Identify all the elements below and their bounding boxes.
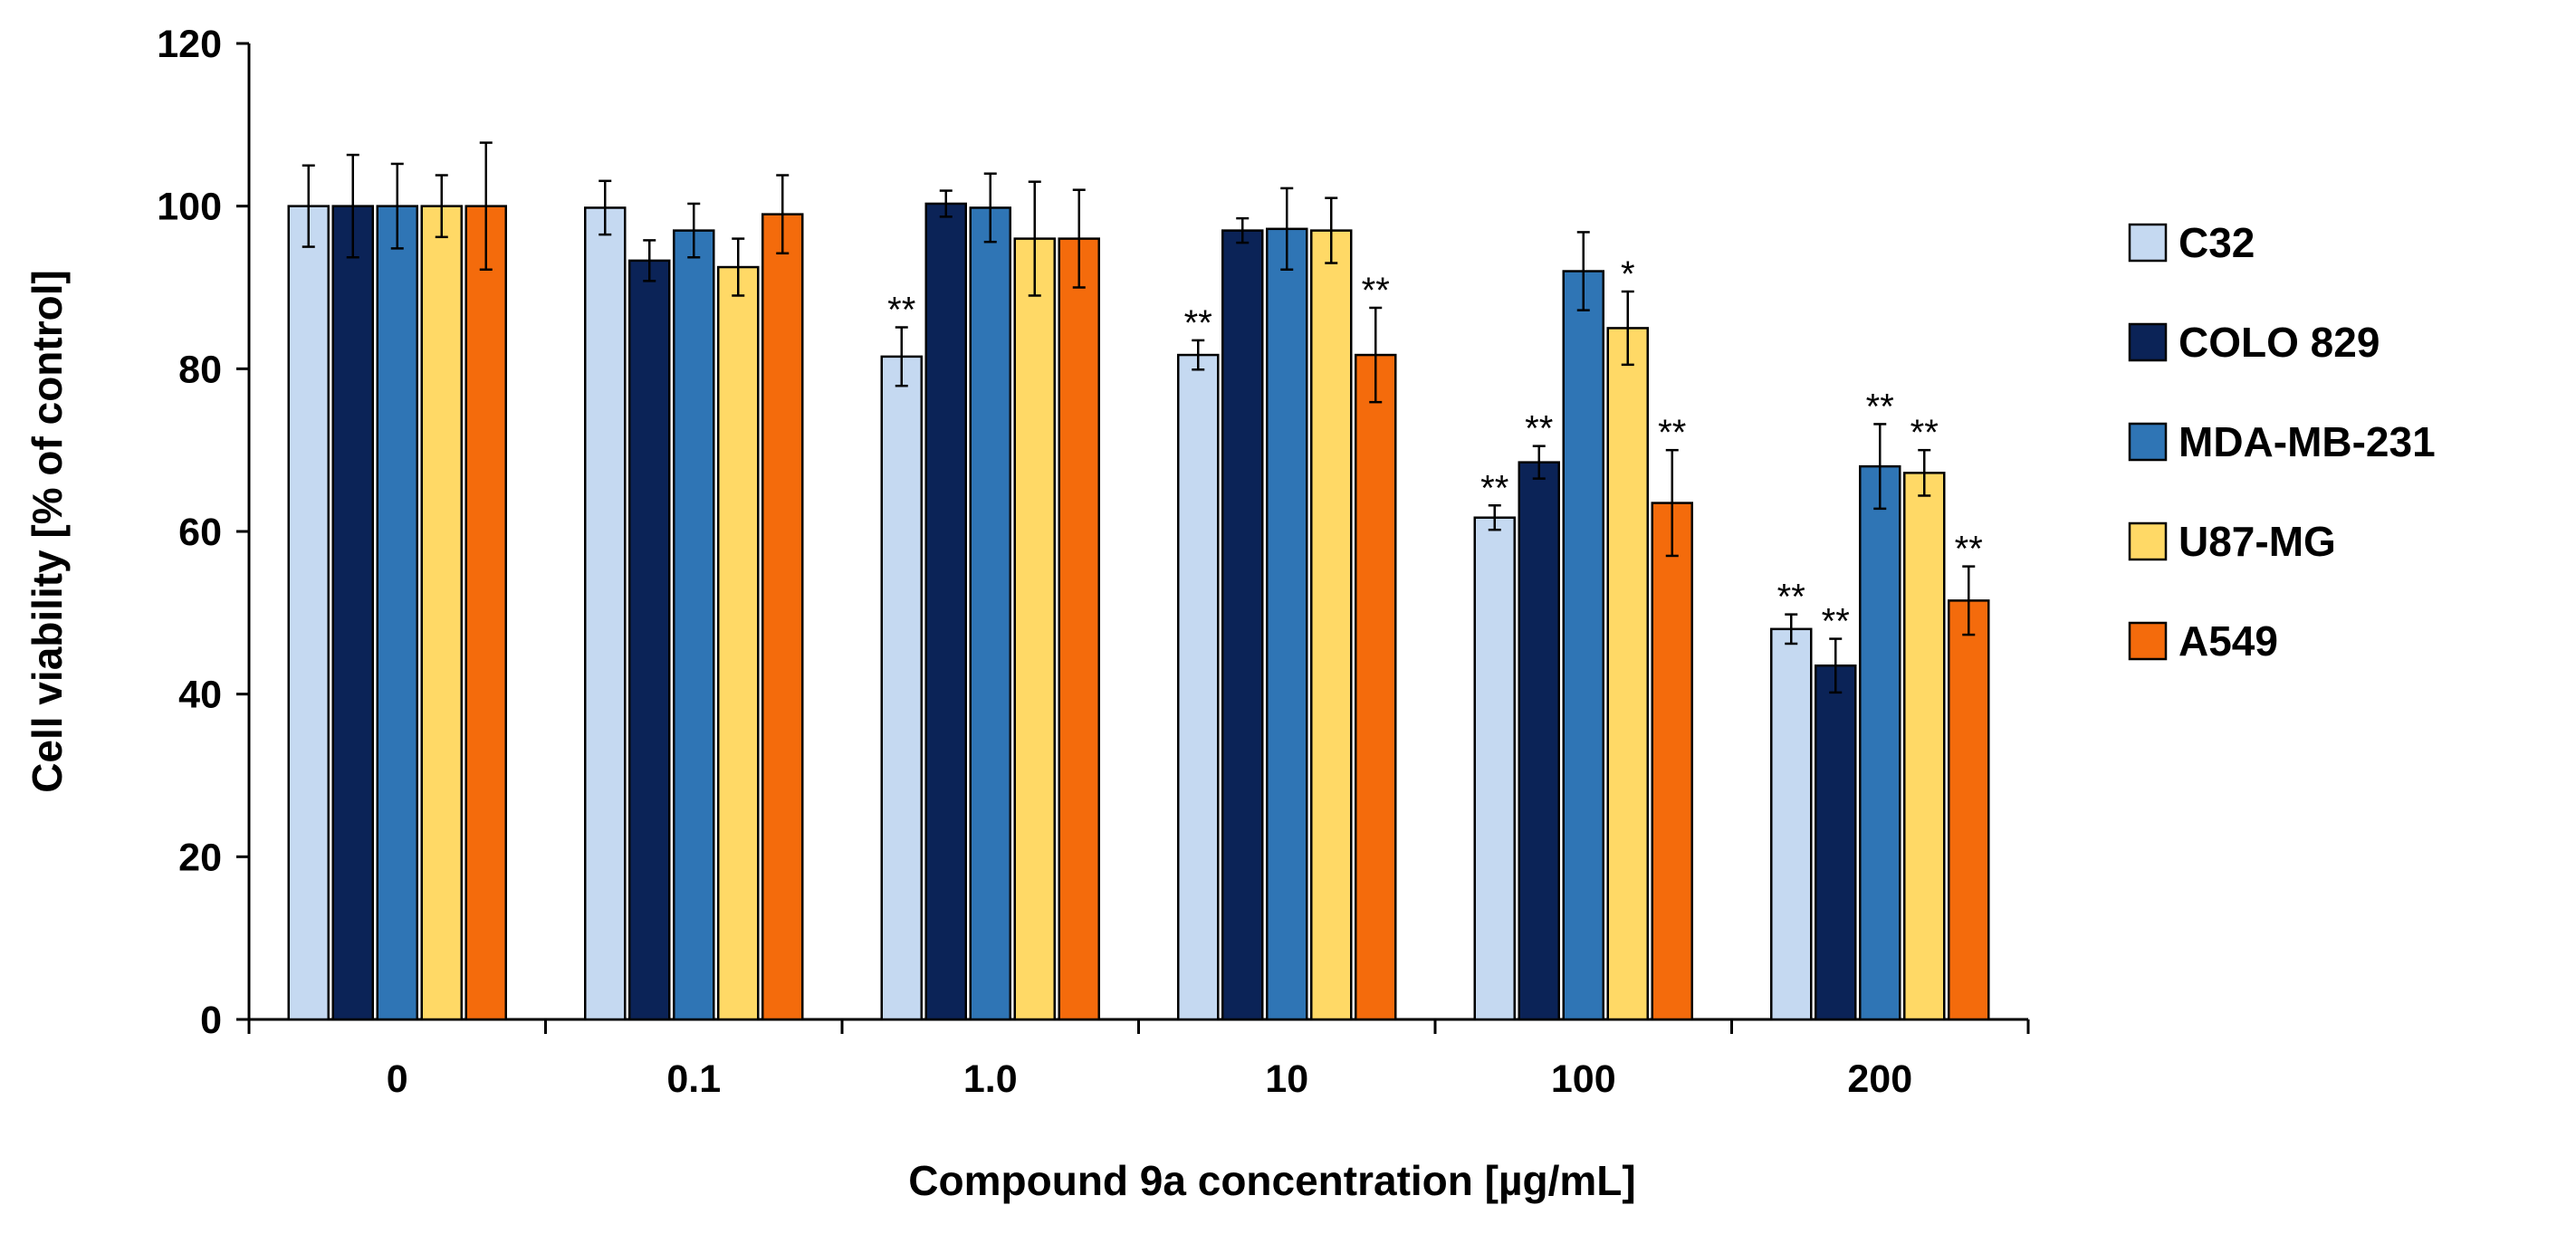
y-tick-label: 80 <box>178 348 222 391</box>
legend-swatch <box>2128 422 2168 462</box>
bar <box>761 213 804 1021</box>
legend-label: MDA-MB-231 <box>2179 418 2436 465</box>
significance-marker: ** <box>1184 303 1212 343</box>
bar <box>1770 627 1813 1021</box>
significance-marker: ** <box>1362 271 1390 311</box>
bar <box>420 205 463 1021</box>
bar <box>464 205 507 1021</box>
significance-marker: ** <box>1480 468 1508 508</box>
bar <box>1473 516 1516 1021</box>
bar <box>287 205 330 1021</box>
significance-marker: * <box>1621 254 1635 294</box>
bar <box>1221 229 1264 1021</box>
y-tick-label: 40 <box>178 674 222 717</box>
x-tick-label: 0 <box>387 1057 408 1101</box>
bar <box>1903 472 1946 1021</box>
bar <box>376 205 418 1021</box>
significance-marker: ** <box>887 291 915 330</box>
legend-label: U87-MG <box>2179 518 2336 565</box>
significance-marker: ** <box>1777 578 1805 617</box>
bar <box>331 205 374 1021</box>
bar <box>1266 227 1308 1021</box>
y-axis-title: Cell viability [% of control] <box>24 270 71 793</box>
bar <box>1310 229 1353 1021</box>
bar <box>717 265 760 1021</box>
y-tick-label: 60 <box>178 511 222 554</box>
axes-layer <box>236 42 2030 1034</box>
x-tick-label: 0.1 <box>666 1057 721 1101</box>
x-tick-label: 100 <box>1551 1057 1616 1101</box>
legend-swatch <box>2128 223 2168 263</box>
x-axis-title: Compound 9a concentration [µg/mL] <box>908 1157 1635 1204</box>
bar <box>969 206 1011 1021</box>
significance-marker: ** <box>1955 530 1983 569</box>
y-tick-label: 100 <box>157 186 222 229</box>
bar <box>1562 270 1604 1021</box>
legend-label: COLO 829 <box>2179 319 2380 366</box>
bar <box>1058 237 1100 1021</box>
legend-label: A549 <box>2179 617 2278 665</box>
bar <box>584 206 627 1021</box>
legend-label: C32 <box>2179 219 2255 266</box>
legend-swatch <box>2128 322 2168 362</box>
significance-marker: ** <box>1658 413 1686 453</box>
legend-swatch <box>2128 521 2168 561</box>
bar <box>1815 664 1857 1021</box>
significance-marker: ** <box>1866 387 1894 426</box>
bar <box>1177 353 1220 1021</box>
legend-swatch <box>2128 621 2168 661</box>
y-tick-label: 0 <box>200 999 222 1042</box>
significance-layer: ** ********************* <box>887 254 1983 642</box>
legend: C32 COLO 829 MDA-MB-231 U87-MG A549 <box>2128 219 2436 665</box>
bar <box>1859 464 1901 1021</box>
bar <box>1013 237 1056 1021</box>
bar <box>1948 599 1990 1021</box>
y-tick-label: 20 <box>178 836 222 879</box>
bar <box>1606 327 1649 1021</box>
x-tick-label: 200 <box>1847 1057 1912 1101</box>
bars-layer <box>287 202 1990 1021</box>
error-bars-layer <box>302 141 1976 694</box>
bar <box>1355 353 1397 1021</box>
x-tick-label: 10 <box>1265 1057 1308 1101</box>
bar <box>880 355 923 1021</box>
bar <box>673 229 715 1021</box>
bar <box>1518 461 1560 1021</box>
bar <box>1651 502 1693 1021</box>
tick-labels-layer: 0 20 40 60 80 100 120 0 0.1 1.0 10 100 200 <box>157 23 1912 1101</box>
x-tick-label: 1.0 <box>963 1057 1018 1101</box>
bar <box>924 202 967 1021</box>
significance-marker: ** <box>1822 602 1850 642</box>
significance-marker: ** <box>1525 409 1553 449</box>
significance-marker: ** <box>1910 413 1939 453</box>
bar <box>628 259 671 1021</box>
y-tick-label: 120 <box>157 23 222 66</box>
